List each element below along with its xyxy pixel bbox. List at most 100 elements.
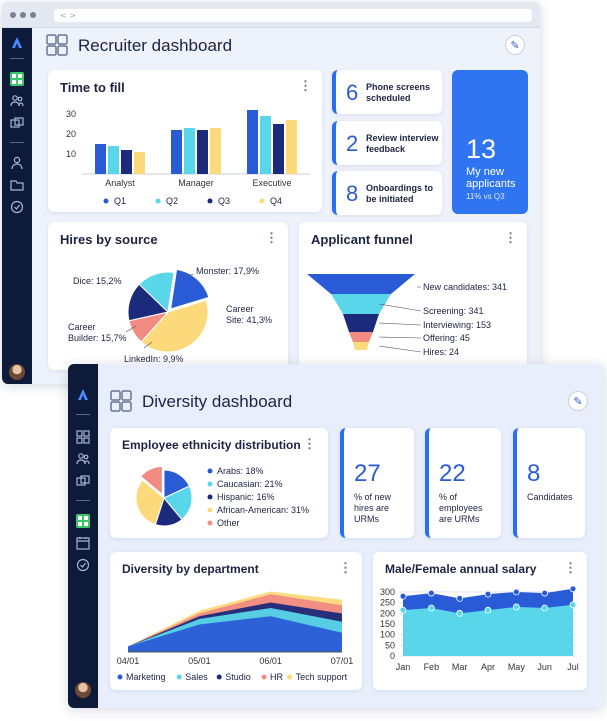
stat-label: Candidates <box>527 492 573 502</box>
window-dot[interactable] <box>10 12 16 18</box>
pie-slice <box>170 268 210 310</box>
edit-button[interactable]: ✎ <box>568 391 588 411</box>
funnel-segment <box>349 332 373 342</box>
bar <box>134 152 145 174</box>
leader-line <box>177 273 195 278</box>
dashboard-icon[interactable] <box>2 72 32 86</box>
logo-icon[interactable] <box>2 36 32 50</box>
y-tick-label: 0 <box>390 651 395 661</box>
stat-label: % of employees are URMs <box>439 492 483 524</box>
time-to-fill-card: Time to fill ⋮ 10 20 30 Analyst Manager Execu… <box>48 70 322 212</box>
funnel-segment <box>353 342 369 350</box>
cards-icon[interactable] <box>68 474 98 488</box>
stat-card-onboardings[interactable]: 8 Onboardings to be initiated <box>332 171 442 215</box>
data-point <box>484 606 492 614</box>
more-menu-button[interactable]: ⋮ <box>303 436 316 451</box>
legend-label: Tech support <box>296 672 348 682</box>
stat-label: Review interview feedback <box>366 133 439 154</box>
legend-label: Other <box>217 518 240 528</box>
more-menu-button[interactable]: ⋮ <box>564 560 577 575</box>
pie-slice <box>140 299 209 353</box>
slice-label: Dice: 15,2% <box>73 276 122 286</box>
legend-label: Q1 <box>114 196 126 206</box>
stat-card-new-hires-urm[interactable]: 27 % of new hires are URMs <box>340 428 414 538</box>
check-circle-icon[interactable] <box>68 558 98 572</box>
legend-label: Caucasian: 21% <box>217 479 283 489</box>
data-point <box>399 592 407 600</box>
applicants-label: My new applicants <box>466 166 516 190</box>
page-title: Recruiter dashboard <box>78 36 233 55</box>
funnel-label: Offering: 45 <box>423 333 470 343</box>
grid-icon[interactable] <box>68 430 98 444</box>
y-tick-label: 200 <box>380 608 395 618</box>
x-tick-label: Jul <box>567 662 579 672</box>
leader-line <box>143 341 153 349</box>
more-menu-button[interactable]: ⋮ <box>265 230 278 245</box>
y-tick-label: 20 <box>66 129 76 139</box>
card-title: Male/Female annual salary <box>385 562 537 576</box>
person-icon[interactable] <box>2 156 32 170</box>
logo-icon[interactable] <box>68 388 98 402</box>
bar <box>184 128 195 174</box>
stat-card-employees-urm[interactable]: 22 % of employees are URMs <box>425 428 501 538</box>
stat-number: 8 <box>527 460 541 487</box>
ethnicity-pie-chart: Arabs: 18% Caucasian: 21% Hispanic: 16% Afr… <box>135 465 309 528</box>
users-icon[interactable] <box>2 94 32 108</box>
more-menu-button[interactable]: ⋮ <box>504 230 517 245</box>
bar <box>108 146 119 174</box>
data-point <box>512 603 520 611</box>
time-to-fill-chart: 10 20 30 Analyst Manager Executive Q1 Q2 Q3 Q4 <box>66 109 310 206</box>
pie-slice <box>135 479 165 526</box>
dashboard-icon[interactable] <box>68 514 98 528</box>
y-tick-label: 150 <box>380 619 395 629</box>
data-point <box>427 589 435 597</box>
folder-icon[interactable] <box>2 178 32 192</box>
funnel-label: Interviewing: 153 <box>423 320 491 330</box>
funnel-label: Screening: 341 <box>423 306 484 316</box>
users-icon[interactable] <box>68 452 98 466</box>
calendar-icon[interactable] <box>68 536 98 550</box>
x-tick-label: Jan <box>396 662 411 672</box>
x-tick-label: 04/01 <box>117 656 140 666</box>
window-dot[interactable] <box>20 12 26 18</box>
funnel-segment <box>343 314 379 332</box>
address-bar[interactable]: < > <box>54 9 532 22</box>
cards-icon[interactable] <box>2 116 32 130</box>
stat-number: 8 <box>346 181 359 206</box>
data-point <box>569 601 577 609</box>
stat-card-phone-screens[interactable]: 6 Phone screens scheduled <box>332 70 442 114</box>
stat-card-review-feedback[interactable]: 2 Review interview feedback <box>332 121 442 165</box>
card-title: Employee ethnicity distribution <box>122 438 301 452</box>
more-menu-button[interactable]: ⋮ <box>299 78 312 93</box>
stat-label: Onboardings to be initiated <box>366 183 433 204</box>
edit-button[interactable]: ✎ <box>505 35 525 55</box>
legend-marker <box>207 507 213 513</box>
funnel-chart: New candidates: 341 Screening: 341 Intervi… <box>307 274 507 357</box>
x-tick-label: 06/01 <box>259 656 282 666</box>
y-tick-label: 50 <box>385 640 395 650</box>
avatar[interactable] <box>9 364 25 380</box>
data-point <box>569 585 577 593</box>
bar <box>121 150 132 174</box>
data-point <box>427 604 435 612</box>
y-tick-label: 30 <box>66 109 76 119</box>
legend-label: Q4 <box>270 196 282 206</box>
applicants-number: 13 <box>466 134 497 164</box>
legend-label: Marketing <box>126 672 166 682</box>
avatar[interactable] <box>75 682 91 698</box>
stat-card-candidates[interactable]: 8 Candidates <box>513 428 585 538</box>
check-circle-icon[interactable] <box>2 200 32 214</box>
dashboard-grid-icon <box>110 390 132 412</box>
legend-marker <box>287 674 293 680</box>
legend-label: African-American: 31% <box>217 505 309 515</box>
new-applicants-card[interactable]: 13 My new applicants 11% vs Q3 <box>452 70 528 214</box>
dashboard-grid-icon <box>46 34 68 56</box>
more-menu-button[interactable]: ⋮ <box>339 560 352 575</box>
x-tick-label: Jun <box>537 662 552 672</box>
x-tick-label: Executive <box>252 178 291 188</box>
area-series <box>403 604 573 656</box>
y-tick-label: 100 <box>380 630 395 640</box>
window-dot[interactable] <box>30 12 36 18</box>
